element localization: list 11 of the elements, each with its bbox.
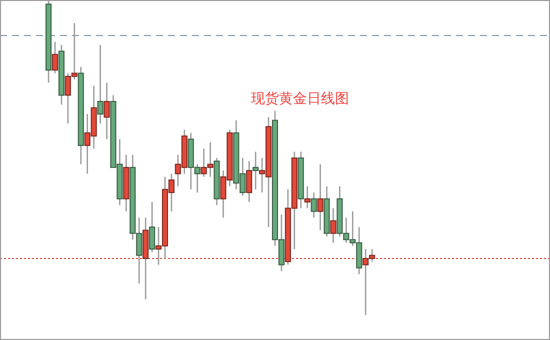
candlestick (104, 82, 110, 140)
candlestick (304, 186, 310, 209)
candlestick (97, 44, 104, 124)
candlestick (246, 160, 252, 203)
candlestick (52, 41, 58, 74)
candlestick (317, 164, 324, 231)
candlestick (330, 208, 336, 244)
candlestick (310, 192, 317, 218)
candlestick (252, 151, 259, 190)
text: 现货黄金日线图 (251, 91, 349, 107)
candlestick (149, 201, 156, 253)
